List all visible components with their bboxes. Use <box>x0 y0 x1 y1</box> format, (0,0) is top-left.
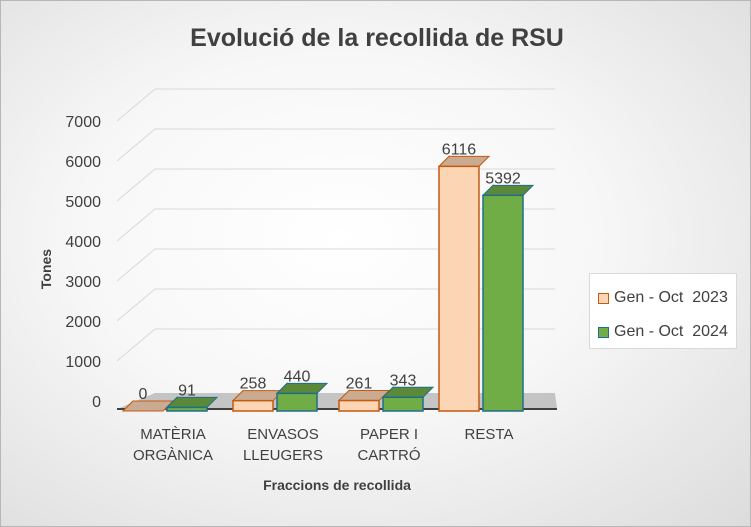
bar-2023-2 <box>337 389 391 413</box>
data-label: 91 <box>178 382 196 399</box>
legend-entry-2024: Gen - Oct 2024 <box>598 322 728 342</box>
x-axis-categories: MATÈRIA ORGÀNICA ENVASOS LLEUGERS PAPER I CAR… <box>133 426 513 464</box>
legend-entry-2023: Gen - Oct 2023 <box>598 288 728 308</box>
gridline <box>116 208 555 242</box>
data-label: 343 <box>390 372 417 389</box>
x-tick-label: ORGÀNICA <box>133 447 213 464</box>
gridline <box>116 248 555 282</box>
x-tick-label: CARTRÓ <box>357 447 420 464</box>
y-tick-label: 0 <box>92 394 101 411</box>
y-axis-ticks: 0 1000 2000 3000 4000 5000 6000 7000 <box>65 114 101 411</box>
bar-2023-0 <box>121 400 175 412</box>
data-label: 261 <box>346 376 373 393</box>
data-label: 5392 <box>485 170 521 187</box>
legend: Gen - Oct 2023 Gen - Oct 2024 <box>589 273 737 349</box>
y-tick-label: 5000 <box>65 194 101 211</box>
x-axis-title: Fraccions de recollida <box>263 477 411 493</box>
data-label: 0 <box>139 386 148 403</box>
bar-2024-0 <box>165 396 219 413</box>
gridlines <box>116 88 555 362</box>
x-tick-label: ENVASOS <box>247 426 318 443</box>
chart-title: Evolució de la recollida de RSU <box>190 24 564 52</box>
legend-label-2024: Gen - Oct 2024 <box>614 323 728 340</box>
y-tick-label: 2000 <box>65 314 101 331</box>
x-tick-label: PAPER I <box>360 426 418 443</box>
bar-2023-1 <box>231 389 285 413</box>
data-label: 440 <box>284 368 311 385</box>
y-tick-label: 6000 <box>65 154 101 171</box>
legend-swatch-2024 <box>598 326 609 338</box>
data-label: 6116 <box>442 141 477 158</box>
gridline <box>116 128 555 162</box>
data-labels: 0 258 261 6116 91 440 343 5392 <box>139 141 521 403</box>
x-tick-label: MATÈRIA <box>140 426 206 443</box>
gridline <box>116 328 555 362</box>
gridline <box>116 288 555 322</box>
x-tick-label: RESTA <box>465 426 514 443</box>
bars <box>121 155 535 413</box>
data-label: 258 <box>240 376 267 393</box>
bar-2024-1 <box>275 382 329 413</box>
y-tick-label: 3000 <box>65 274 101 291</box>
bar-2024-3 <box>481 184 535 413</box>
y-axis-title: Tones <box>38 249 54 289</box>
y-tick-label: 7000 <box>65 114 101 131</box>
legend-label-2023: Gen - Oct 2023 <box>614 289 728 306</box>
gridline <box>116 88 555 122</box>
y-tick-label: 1000 <box>65 354 101 371</box>
y-tick-label: 4000 <box>65 234 101 251</box>
bar-2023-3 <box>437 155 491 413</box>
bar-2024-2 <box>381 386 435 413</box>
legend-swatch-2023 <box>598 292 609 304</box>
gridline <box>116 168 555 202</box>
x-tick-label: LLEUGERS <box>243 447 323 464</box>
